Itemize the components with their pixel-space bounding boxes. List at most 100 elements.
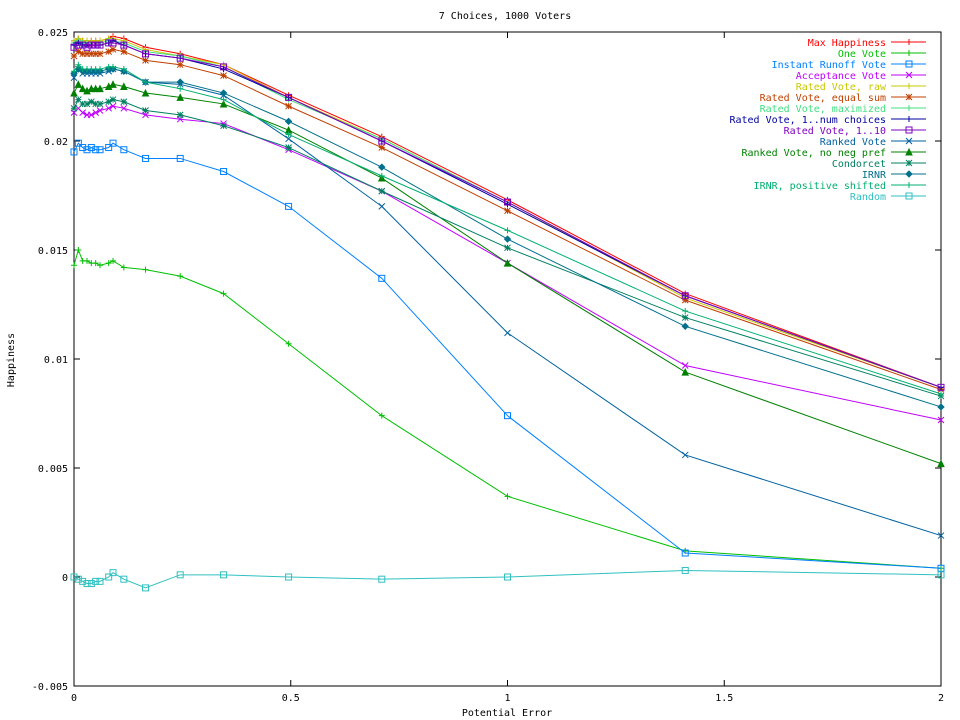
data-point xyxy=(142,79,149,86)
data-point xyxy=(92,146,100,154)
data-point xyxy=(110,63,117,70)
data-point xyxy=(109,46,117,53)
data-point xyxy=(96,50,104,58)
data-point xyxy=(92,100,100,108)
data-point xyxy=(96,100,104,108)
data-point xyxy=(71,262,77,269)
legend-item: IRNR xyxy=(862,170,926,181)
legend-marker xyxy=(905,159,913,167)
data-point xyxy=(83,146,91,154)
legend-marker xyxy=(905,60,913,68)
data-point xyxy=(70,573,78,581)
data-point xyxy=(92,109,100,117)
legend-marker xyxy=(905,93,913,101)
data-point xyxy=(176,154,184,162)
data-point xyxy=(120,104,128,112)
data-point xyxy=(681,296,689,304)
data-point xyxy=(504,198,511,206)
data-point xyxy=(378,274,386,282)
data-point xyxy=(176,571,184,579)
data-point xyxy=(937,459,945,468)
data-point xyxy=(120,41,128,49)
data-point xyxy=(681,566,689,574)
legend-item: Rated Vote, equal sum xyxy=(760,93,926,104)
legend-item: Ranked Vote xyxy=(820,137,926,148)
legend-item: Rated Vote, 1..10 xyxy=(784,126,926,137)
legend-item: One Vote xyxy=(838,49,926,60)
data-point xyxy=(74,48,82,55)
data-point xyxy=(142,266,149,273)
data-point xyxy=(220,72,227,79)
data-point xyxy=(219,89,228,97)
data-point xyxy=(83,50,91,58)
data-point xyxy=(105,98,113,106)
data-point xyxy=(682,308,689,315)
data-point xyxy=(142,50,150,58)
data-point xyxy=(681,451,689,459)
data-point xyxy=(75,247,82,253)
legend-item: Acceptance Vote xyxy=(796,71,926,82)
data-point xyxy=(176,61,184,69)
legend-item: Rated Vote, raw xyxy=(796,82,926,93)
data-point xyxy=(504,227,511,234)
data-point xyxy=(378,172,385,179)
data-point xyxy=(78,84,87,93)
y-tick-label: 0 xyxy=(62,573,68,584)
legend-label: Rated Vote, 1..num choices xyxy=(729,115,886,126)
legend-marker xyxy=(905,137,913,145)
data-point xyxy=(176,78,184,86)
data-point xyxy=(681,322,689,331)
legend-marker xyxy=(906,50,912,56)
data-point xyxy=(681,362,689,369)
x-tick-label: 1.5 xyxy=(715,693,733,704)
legend-item: Max Happiness xyxy=(808,38,926,49)
data-point xyxy=(79,109,87,117)
data-point xyxy=(74,80,83,88)
data-point xyxy=(87,50,95,58)
data-point xyxy=(681,549,689,557)
x-tick-label: 0 xyxy=(71,693,77,704)
data-point xyxy=(79,144,87,152)
data-point xyxy=(378,144,386,151)
data-point xyxy=(285,135,292,143)
legend-label: Ranked Vote, no neg pref xyxy=(742,148,887,159)
legend-marker xyxy=(905,192,913,200)
data-point xyxy=(142,154,150,162)
y-tick-label: -0.005 xyxy=(32,682,68,693)
data-point xyxy=(71,68,77,75)
data-point xyxy=(109,39,117,47)
legend-marker xyxy=(905,147,913,156)
data-point xyxy=(937,416,945,424)
data-point xyxy=(87,41,95,49)
data-point xyxy=(87,84,96,93)
data-point xyxy=(96,41,104,49)
data-point xyxy=(120,82,128,90)
legend-label: Ranked Vote xyxy=(820,137,886,148)
data-point xyxy=(285,131,292,138)
data-point xyxy=(220,168,228,176)
data-point xyxy=(504,493,511,500)
data-point xyxy=(937,564,945,572)
data-point xyxy=(220,96,227,103)
legend-label: Acceptance Vote xyxy=(796,71,886,82)
data-point xyxy=(120,66,127,73)
legend-label: Instant Runoff Vote xyxy=(772,60,886,71)
legend-marker xyxy=(906,83,912,89)
y-axis-title: Happiness xyxy=(6,333,17,387)
data-point xyxy=(285,144,292,151)
data-point xyxy=(120,575,128,583)
legend-marker xyxy=(906,116,912,122)
legend-marker xyxy=(906,105,912,111)
data-point xyxy=(105,104,113,112)
series-group xyxy=(70,39,945,391)
data-point xyxy=(176,93,185,101)
data-point xyxy=(70,148,78,156)
data-point xyxy=(504,573,511,581)
data-point xyxy=(504,412,511,420)
data-point xyxy=(378,187,386,195)
chart-title: 7 Choices, 1000 Voters xyxy=(439,11,571,22)
series-line xyxy=(73,569,942,589)
data-point xyxy=(681,367,690,376)
data-point xyxy=(70,74,78,82)
